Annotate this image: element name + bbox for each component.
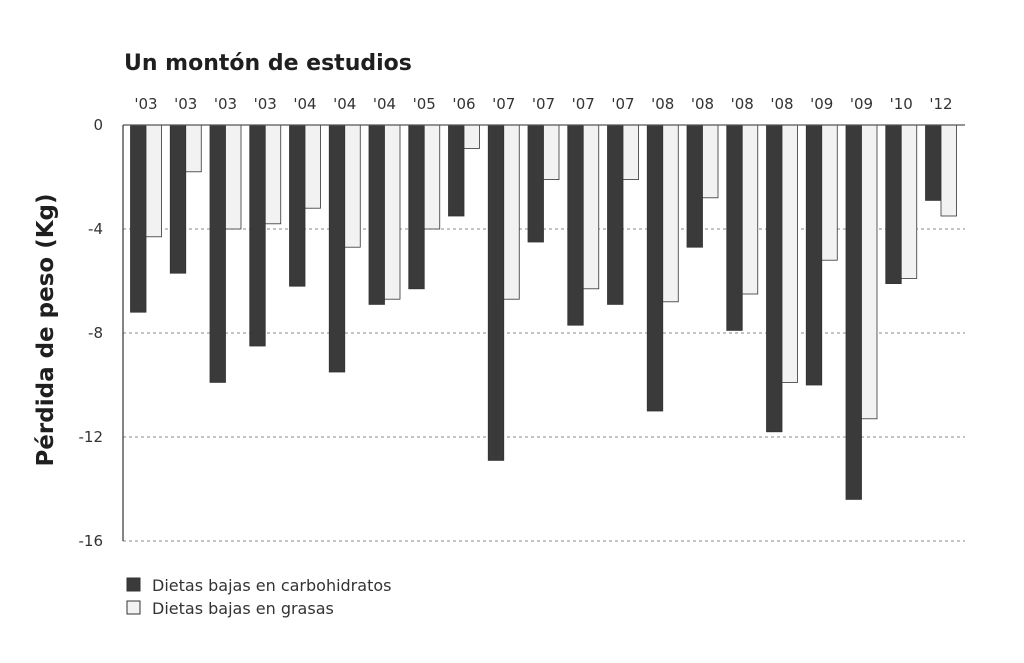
bar-carbohidratos [885, 124, 902, 285]
x-tick-label: '08 [731, 95, 754, 113]
bar-grasas [741, 124, 759, 295]
x-tick-label: '04 [293, 95, 316, 113]
x-tick-label: '09 [810, 95, 833, 113]
bar-carbohidratos [726, 124, 743, 331]
bar-grasas [781, 124, 798, 383]
bar-grasas [900, 124, 918, 279]
legend-label-grasas: Dietas bajas en grasas [152, 599, 334, 618]
bar-carbohidratos [130, 124, 147, 313]
bar-grasas [185, 124, 202, 173]
bar-grasas [384, 124, 401, 300]
bar-carbohidratos [686, 124, 703, 248]
bar-grasas [543, 124, 560, 180]
bar-carbohidratos [408, 124, 425, 290]
bar-carbohidratos [289, 124, 306, 287]
bar-carbohidratos [169, 124, 187, 274]
y-axis-label: Pérdida de peso (Kg) [33, 193, 59, 466]
x-tick-label: '07 [492, 95, 515, 113]
x-tick-label: '08 [770, 95, 793, 113]
bar-grasas [264, 124, 282, 225]
x-tick-label: '10 [890, 95, 913, 113]
bar-grasas [463, 124, 480, 149]
bar-grasas [702, 124, 719, 199]
y-tick-label: 0 [93, 116, 103, 134]
x-tick-labels: '03 '03 '03 '03 '04 '04 '04 '05 '06 '07 '07 '07 '07 '… [134, 95, 952, 113]
bar-carbohidratos [607, 124, 624, 305]
bar-grasas [344, 124, 361, 248]
bar-grasas [821, 124, 838, 261]
legend: Dietas bajas en carbohidratos Dietas baj… [126, 576, 391, 618]
bar-grasas [861, 124, 878, 420]
y-tick-label: -16 [79, 532, 104, 550]
gridlines [123, 228, 965, 542]
bar-carbohidratos [646, 124, 664, 412]
x-tick-label: '03 [254, 95, 277, 113]
x-tick-label: '07 [611, 95, 634, 113]
y-tick-label: -4 [88, 220, 103, 238]
x-tick-label: '08 [651, 95, 674, 113]
chart-title: Un montón de estudios [124, 51, 412, 76]
y-tick-label: -8 [88, 324, 103, 342]
x-tick-label: '06 [452, 95, 475, 113]
bar-carbohidratos [209, 124, 226, 383]
bar-carbohidratos [448, 124, 465, 217]
bar-grasas [582, 124, 600, 290]
x-tick-label: '04 [373, 95, 396, 113]
x-tick-label: '07 [532, 95, 555, 113]
bar-carbohidratos [328, 124, 346, 373]
x-tick-label: '07 [572, 95, 595, 113]
x-tick-label: '09 [850, 95, 873, 113]
x-tick-label: '08 [691, 95, 714, 113]
bar-carbohidratos [368, 124, 385, 305]
bars [130, 124, 957, 500]
y-tick-label: -12 [79, 428, 104, 446]
bar-carbohidratos [249, 124, 266, 347]
bar-grasas [304, 124, 321, 209]
bar-grasas [622, 124, 639, 180]
bar-grasas [940, 124, 957, 217]
bar-carbohidratos [567, 124, 584, 326]
bar-grasas [145, 124, 162, 238]
x-tick-label: '03 [134, 95, 157, 113]
x-tick-label: '04 [333, 95, 356, 113]
x-tick-label: '03 [174, 95, 197, 113]
x-tick-label: '12 [929, 95, 952, 113]
bar-carbohidratos [805, 124, 823, 386]
legend-swatch-carbohidratos [126, 577, 141, 592]
bar-carbohidratos [527, 124, 544, 243]
bar-grasas [423, 124, 441, 230]
x-tick-label: '03 [214, 95, 237, 113]
bar-carbohidratos [766, 124, 783, 433]
x-tick-label: '05 [413, 95, 436, 113]
legend-label-carbohidratos: Dietas bajas en carbohidratos [152, 576, 391, 595]
bar-carbohidratos [925, 124, 942, 201]
bar-grasas [662, 124, 679, 303]
bar-grasas [503, 124, 520, 300]
bar-grasas [225, 124, 242, 230]
bar-carbohidratos [845, 124, 862, 500]
bar-carbohidratos [487, 124, 505, 461]
y-tick-labels: 0 -4 -8 -12 -16 [79, 116, 104, 550]
legend-swatch-grasas [126, 600, 141, 615]
